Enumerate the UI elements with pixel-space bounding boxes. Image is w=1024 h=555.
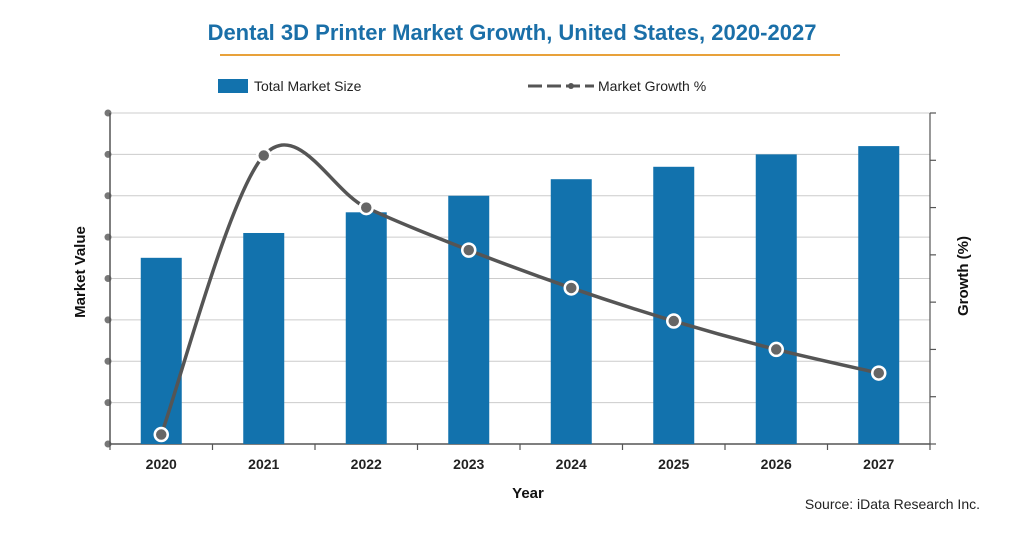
growth-point-2026 (768, 341, 784, 358)
x-tick-label-2025: 2025 (658, 456, 689, 472)
legend-swatch-growth-marker (568, 83, 574, 89)
growth-point-2020 (153, 426, 169, 443)
grid (110, 112, 930, 404)
bar-2020 (140, 257, 182, 444)
chart-title: Dental 3D Printer Market Growth, United … (208, 20, 817, 45)
line-series (153, 143, 887, 443)
bar-2023 (448, 195, 490, 444)
growth-point-2024 (563, 280, 579, 296)
y-axis-title: Market Value (72, 226, 89, 318)
bar-2022 (345, 212, 387, 444)
bar-2026 (755, 154, 797, 444)
x-tick-label-2023: 2023 (453, 456, 484, 472)
growth-point-2021 (256, 147, 272, 164)
growth-point-2022 (358, 199, 374, 216)
legend-label-market-size: Total Market Size (254, 78, 362, 94)
axes (104, 109, 936, 450)
growth-point-2025 (666, 313, 682, 329)
bar-2027 (858, 146, 900, 444)
x-tick-label-2022: 2022 (351, 456, 382, 472)
x-tick-label-2024: 2024 (556, 456, 587, 472)
x-axis-title: Year (512, 485, 544, 502)
x-tick-label-2027: 2027 (863, 456, 894, 472)
x-tick-labels: 2020 2021 2022 2023 2024 2025 2026 2027 (146, 456, 895, 472)
x-tick-label-2026: 2026 (761, 456, 792, 472)
legend: Total Market Size Market Growth % (218, 78, 706, 94)
legend-swatch-market-size (218, 79, 248, 93)
growth-point-2027 (871, 365, 887, 381)
bar-2025 (653, 166, 695, 444)
bar-2021 (243, 232, 285, 444)
y2-axis-title: Growth (%) (955, 236, 972, 316)
bar-series (140, 146, 900, 444)
x-tick-label-2021: 2021 (248, 456, 279, 472)
source-note: Source: iData Research Inc. (805, 496, 980, 512)
bar-2024 (550, 179, 592, 444)
legend-label-market-growth: Market Growth % (598, 78, 706, 94)
x-tick-label-2020: 2020 (146, 456, 177, 472)
growth-point-2023 (461, 242, 477, 258)
